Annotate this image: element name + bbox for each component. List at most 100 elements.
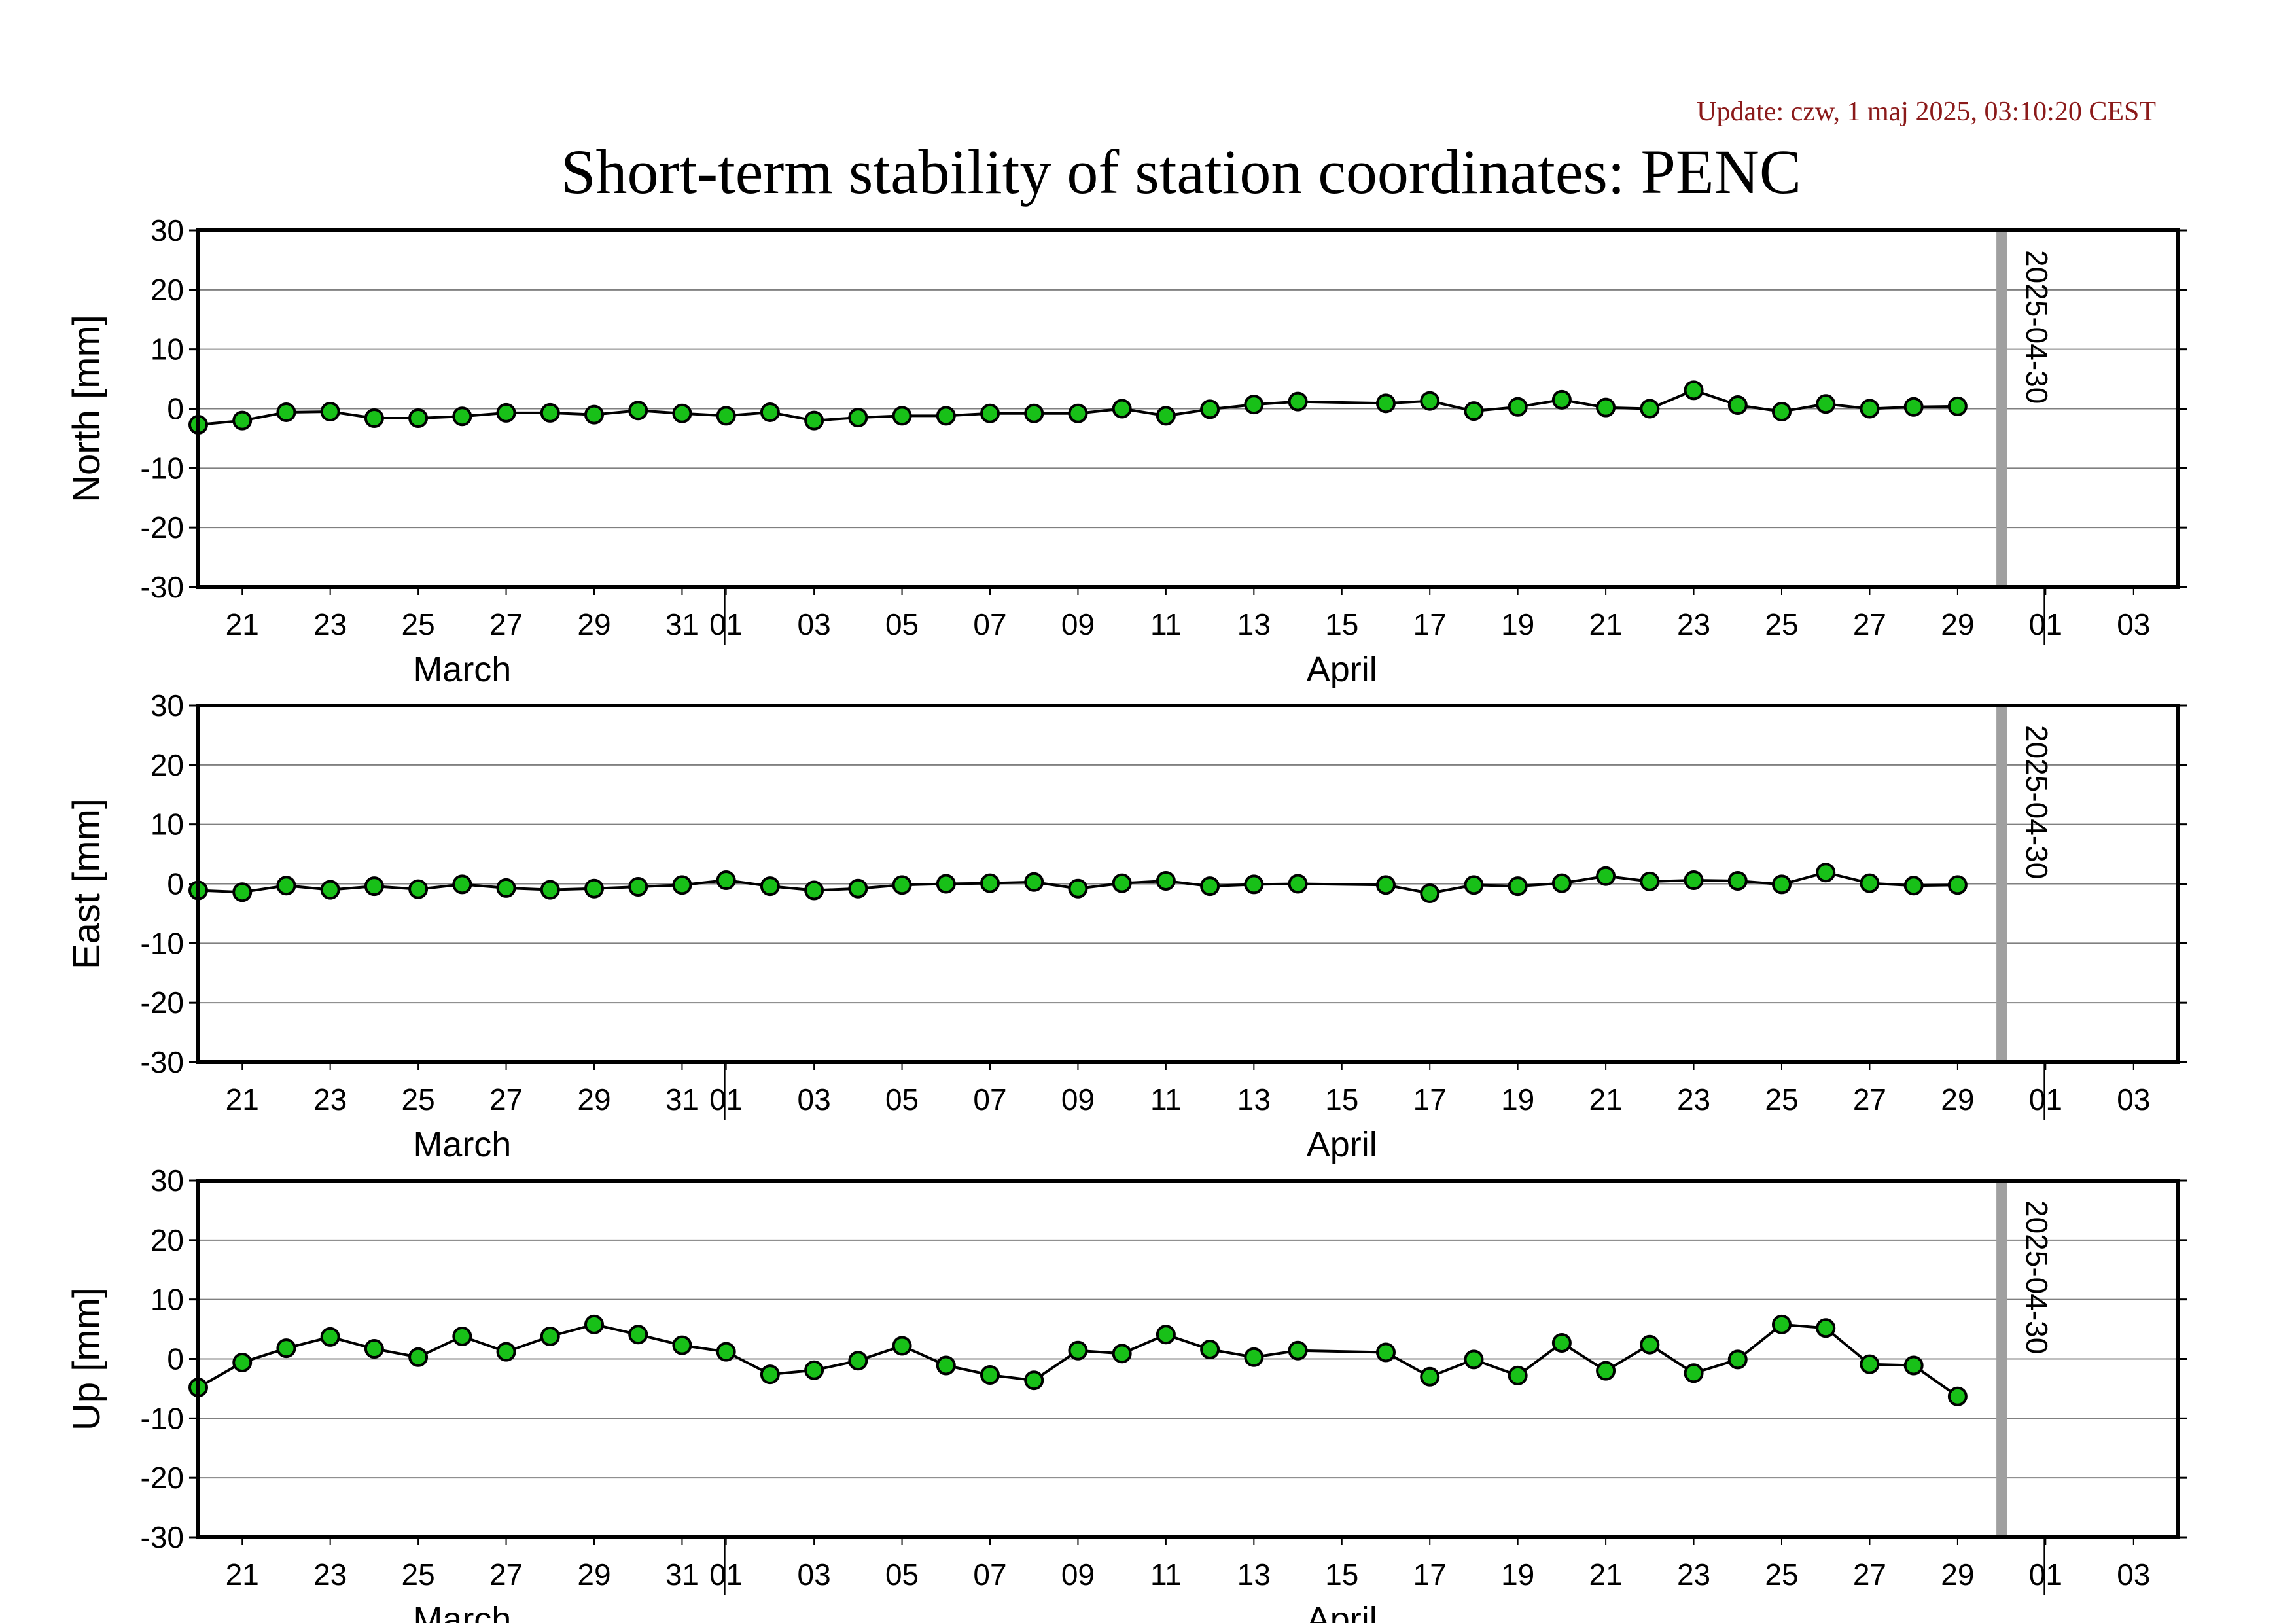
data-point — [1068, 1340, 1088, 1361]
data-point — [1288, 874, 1308, 894]
panel-3: 30 20 10 0 -10 -20 -30 Up [mm] 21 23 25 27 29 31 01 03 0… — [65, 1164, 2187, 1623]
data-point — [1684, 870, 1704, 891]
plot-frame — [196, 704, 2180, 1064]
x-tick-label: 11 — [1150, 1082, 1182, 1116]
y-tick-label: -10 — [141, 1401, 184, 1435]
series-line — [198, 389, 1958, 426]
y-tick-label: 20 — [150, 748, 184, 782]
x-tick-label: 01 — [2029, 607, 2062, 641]
x-tick-label: 27 — [1853, 1082, 1886, 1116]
x-tick-label: 03 — [798, 607, 831, 641]
y-tick-label: -30 — [141, 1520, 184, 1554]
data-point — [980, 1365, 1000, 1385]
data-point — [1816, 863, 1836, 883]
data-point — [1727, 1349, 1748, 1370]
x-tick-label: 23 — [313, 1082, 347, 1116]
y-tick-label: 0 — [167, 867, 184, 901]
x-tick-label: 03 — [798, 1082, 831, 1116]
date-marker-label: 2025-04-30 — [2020, 725, 2054, 879]
x-tick-label: 09 — [1061, 1082, 1095, 1116]
data-point — [760, 876, 780, 897]
data-point — [1112, 399, 1132, 419]
y-axis-label: Up [mm] — [65, 1287, 108, 1431]
data-point — [1156, 406, 1176, 426]
x-tick-label: 27 — [489, 607, 523, 641]
x-tick-label: 25 — [1765, 1082, 1798, 1116]
data-point — [1112, 873, 1132, 893]
x-tick-label: 27 — [489, 1082, 523, 1116]
data-point — [1551, 1332, 1572, 1353]
x-tick-label: 27 — [489, 1558, 523, 1592]
x-tick-label: 01 — [709, 1082, 743, 1116]
series-line — [198, 871, 1958, 895]
data-point — [1244, 1347, 1264, 1367]
data-point — [1288, 1340, 1308, 1361]
data-point — [1551, 389, 1572, 410]
x-tick-label: 09 — [1061, 1558, 1095, 1592]
data-point — [1947, 875, 1968, 895]
data-point — [1068, 403, 1088, 423]
data-point — [1772, 402, 1792, 422]
data-point — [1640, 399, 1660, 419]
data-point — [408, 1347, 429, 1367]
data-point — [848, 408, 868, 428]
data-point — [1464, 1349, 1484, 1370]
y-tick-label: 30 — [150, 213, 184, 247]
data-point — [1420, 1366, 1440, 1387]
x-tick-label: 05 — [885, 1082, 919, 1116]
data-point — [804, 880, 824, 901]
y-tick-label: -10 — [141, 926, 184, 960]
data-point — [1420, 883, 1440, 904]
data-point — [672, 1335, 692, 1355]
panel-1: 30 20 10 0 -10 -20 -30 North [mm] 21 23 25 27 29 31 01… — [65, 213, 2187, 689]
data-point — [1376, 1342, 1396, 1363]
x-tick-label: 21 — [226, 1082, 259, 1116]
data-point — [1024, 872, 1044, 892]
y-tick-label: 30 — [150, 1164, 184, 1198]
x-tick-label: 25 — [402, 607, 435, 641]
x-tick-label: 21 — [1589, 1082, 1623, 1116]
data-point — [584, 1314, 604, 1334]
x-tick-label: 13 — [1237, 607, 1271, 641]
x-tick-label: 25 — [402, 1082, 435, 1116]
data-point — [276, 402, 296, 422]
data-point — [1772, 874, 1792, 895]
data-point — [1244, 874, 1264, 895]
x-tick-label: 23 — [313, 1558, 347, 1592]
x-tick-label: 25 — [1765, 1558, 1798, 1592]
x-tick-label: 19 — [1501, 607, 1534, 641]
data-point — [892, 1336, 912, 1356]
data-point — [1288, 391, 1308, 412]
x-tick-label: 03 — [2117, 1082, 2150, 1116]
chart-title: Short-term stability of station coordina… — [561, 137, 1801, 207]
update-timestamp: Update: czw, 1 maj 2025, 03:10:20 CEST — [1697, 97, 2156, 127]
data-point — [1376, 875, 1396, 895]
x-tick-label: 29 — [1941, 1082, 1974, 1116]
data-point — [584, 878, 604, 899]
x-tick-label: 03 — [2117, 607, 2150, 641]
data-point — [1464, 401, 1484, 421]
x-tick-label: 27 — [1853, 607, 1886, 641]
month-label: March — [413, 1125, 511, 1164]
data-point — [1068, 878, 1088, 899]
x-tick-label: 31 — [665, 1558, 699, 1592]
x-tick-label: 29 — [1941, 607, 1974, 641]
data-point — [1903, 397, 1924, 417]
data-point — [716, 870, 736, 891]
data-point — [1112, 1344, 1132, 1364]
x-tick-label: 03 — [798, 1558, 831, 1592]
data-point — [1860, 1354, 1880, 1374]
data-point — [716, 406, 736, 426]
date-marker-label: 2025-04-30 — [2020, 250, 2054, 404]
y-tick-label: -10 — [141, 451, 184, 485]
x-tick-label: 27 — [1853, 1558, 1886, 1592]
month-label: April — [1307, 1125, 1377, 1164]
month-label: April — [1307, 650, 1377, 689]
x-tick-label: 29 — [577, 1082, 610, 1116]
data-point — [1727, 870, 1748, 891]
data-point — [1640, 1334, 1660, 1355]
data-point — [1860, 399, 1880, 419]
data-point — [276, 876, 296, 896]
data-point — [980, 403, 1000, 423]
